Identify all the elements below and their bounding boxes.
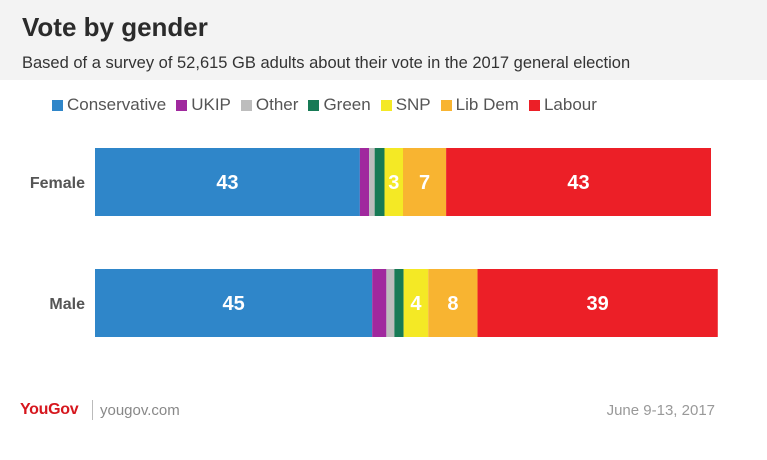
bar-female-labour	[446, 148, 711, 216]
legend-swatch	[240, 99, 252, 111]
bar-male-green	[394, 269, 404, 337]
legend-swatch	[380, 99, 392, 111]
data-label-female-lib-dem: 7	[419, 172, 430, 194]
bar-male-ukip	[372, 269, 387, 337]
legend-label: Conservative	[67, 95, 167, 114]
legend-label: SNP	[395, 95, 431, 114]
legend: Conservative UKIP Other Green SNP Lib Dem Labo…	[52, 95, 597, 115]
category-label-male: Male	[49, 296, 85, 313]
legend-swatch	[308, 99, 320, 111]
legend-label: Labour	[543, 95, 597, 114]
legend-item-conservative: Conservative	[52, 95, 166, 115]
bar-female-snp	[384, 148, 403, 216]
chart-title: Vote by gender	[22, 12, 208, 42]
legend-item-labour: Labour	[528, 95, 597, 115]
data-label-female-snp: 3	[388, 172, 399, 194]
legend-label: Lib Dem	[455, 95, 519, 114]
legend-item-green: Green	[308, 95, 371, 115]
data-label-female-labour: 43	[567, 172, 589, 194]
data-label-male-lib-dem: 8	[447, 293, 458, 315]
footer-divider	[92, 400, 93, 420]
legend-label: Green	[323, 95, 371, 114]
legend-swatch	[52, 99, 63, 111]
survey-date: June 9-13, 2017	[606, 402, 715, 419]
bar-female-lib-dem	[403, 148, 447, 216]
legend-label: Other	[255, 95, 299, 114]
chart-subtitle: Based of a survey of 52,615 GB adults ab…	[22, 54, 631, 72]
category-label-female: Female	[30, 175, 85, 192]
header-background	[0, 0, 767, 80]
legend-item-snp: SNP	[380, 95, 431, 115]
bar-female-ukip	[359, 148, 370, 216]
yougov-logo: YouGov	[20, 401, 79, 418]
bar-male-conservative	[95, 269, 373, 337]
legend-item-ukip: UKIP	[176, 95, 231, 115]
data-label-male-snp: 4	[410, 293, 422, 315]
footer-url: yougov.com	[100, 402, 180, 419]
data-label-female-conservative: 43	[216, 172, 238, 194]
bar-female-green	[374, 148, 385, 216]
bar-male-other	[386, 269, 395, 337]
bar-female-other	[369, 148, 375, 216]
legend-item-other: Other	[240, 95, 299, 115]
legend-swatch	[528, 99, 540, 111]
legend-swatch	[440, 99, 452, 111]
legend-item-lib-dem: Lib Dem	[440, 95, 519, 115]
data-label-male-conservative: 45	[222, 293, 244, 315]
bar-male-labour	[477, 269, 718, 337]
data-label-male-labour: 39	[587, 293, 609, 315]
legend-label: UKIP	[191, 95, 231, 114]
bar-male-snp	[403, 269, 429, 337]
bar-female-conservative	[95, 148, 360, 216]
legend-swatch	[176, 99, 188, 111]
bar-male-lib-dem	[428, 269, 478, 337]
